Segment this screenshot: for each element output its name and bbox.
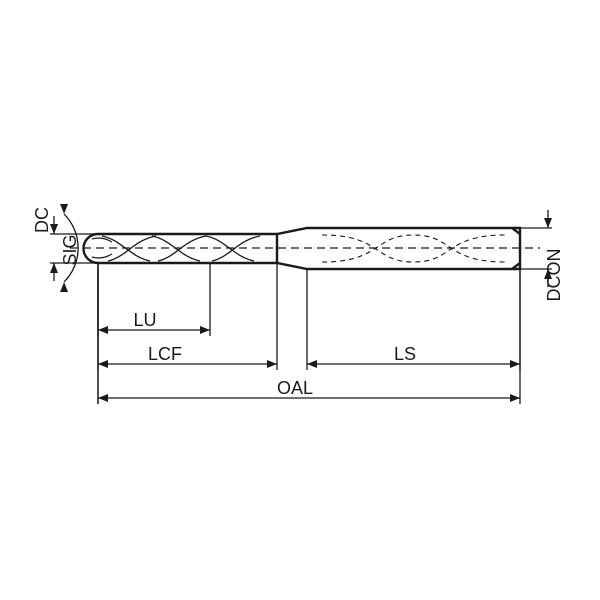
arrowhead	[98, 326, 108, 334]
arrowhead	[60, 204, 68, 214]
arrowhead	[98, 360, 108, 368]
label-ls: LS	[394, 344, 416, 364]
label-lu: LU	[133, 310, 156, 330]
arrowhead	[544, 218, 552, 228]
arrowhead	[510, 360, 520, 368]
label-sig: SIG	[60, 234, 80, 265]
arrowhead	[307, 360, 317, 368]
arrowhead	[50, 263, 58, 273]
arrowhead	[510, 394, 520, 402]
tip-land	[92, 254, 112, 258]
label-dcon: DCON	[544, 249, 564, 302]
arrowhead	[60, 282, 68, 292]
label-dc: DC	[32, 207, 52, 233]
arrowhead	[200, 326, 210, 334]
arrowhead	[267, 360, 277, 368]
arrowhead	[98, 394, 108, 402]
label-oal: OAL	[277, 378, 313, 398]
drawing-canvas: DC SIG DCON LU LCF LS OAL	[0, 0, 600, 600]
label-lcf: LCF	[148, 344, 182, 364]
flute-helix	[102, 236, 260, 261]
